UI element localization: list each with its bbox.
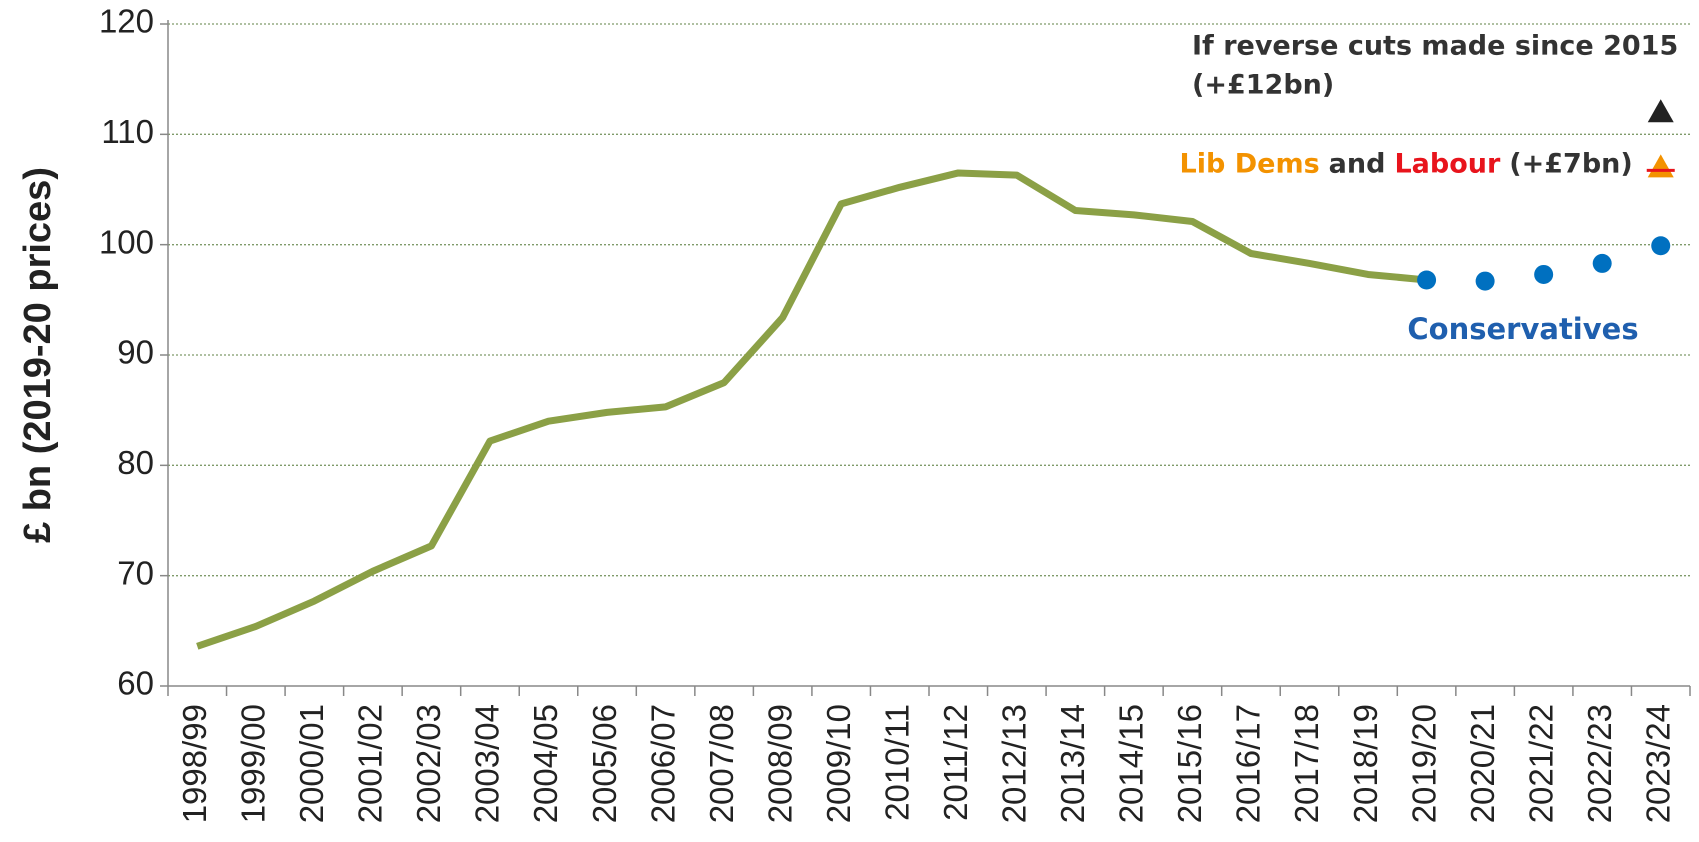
y-tick-label: 120 [99, 3, 154, 40]
y-tick-label: 100 [99, 223, 154, 260]
y-axis-label: £ bn (2019-20 prices) [17, 167, 59, 543]
x-tick-label: 2003/04 [469, 704, 506, 823]
x-tick-label: 2010/11 [878, 704, 915, 821]
y-tick-label: 80 [117, 444, 154, 481]
data-line [196, 169, 1427, 650]
x-tick-label: 2007/08 [703, 704, 740, 823]
x-tick-label: 2002/03 [410, 704, 447, 823]
y-tick-label: 70 [117, 554, 154, 591]
x-tick-label: 2016/17 [1230, 704, 1267, 823]
data-point [1647, 154, 1674, 178]
annotation: Lib Dems and Labour (+£7bn) [1180, 148, 1633, 179]
x-tick-label: 2000/01 [293, 704, 330, 823]
x-tick-label: 2019/20 [1405, 704, 1442, 823]
x-tick-label: 1999/00 [235, 704, 272, 823]
annotation-part: (+£7bn) [1509, 148, 1632, 179]
x-tick-label: 2022/23 [1581, 704, 1618, 823]
data-point [1475, 271, 1495, 291]
x-tick-label: 1998/99 [176, 704, 213, 823]
x-tick-label: 2011/12 [937, 704, 974, 821]
x-tick-label: 2020/21 [1464, 704, 1501, 823]
x-tick-label: 2005/06 [586, 704, 623, 823]
data-point [1534, 264, 1554, 284]
annotation: (+£12bn) [1192, 70, 1334, 101]
data-point [1417, 270, 1437, 290]
x-tick-label: 2021/22 [1522, 704, 1559, 823]
x-tick-label: 2009/10 [820, 704, 857, 823]
y-tick-label: 110 [101, 113, 154, 150]
annotation: If reverse cuts made since 2015 [1192, 31, 1678, 62]
x-tick-label: 2006/07 [644, 704, 681, 823]
x-tick-label: 2015/16 [1171, 704, 1208, 823]
data-point [1647, 99, 1674, 123]
annotation-part: Lib Dems [1180, 148, 1320, 179]
y-tick-label: 90 [117, 334, 154, 371]
x-tick-label: 2023/24 [1639, 704, 1676, 823]
x-tick-label: 2018/19 [1347, 704, 1384, 823]
data-point [1592, 253, 1612, 273]
x-tick-label: 2013/14 [1054, 704, 1091, 823]
series-label: Conservatives [1407, 312, 1638, 346]
x-tick-label: 2008/09 [761, 704, 798, 823]
annotation-part: and [1329, 148, 1386, 179]
x-tick-label: 2012/13 [996, 704, 1033, 823]
annotation-part: Labour [1394, 148, 1501, 179]
y-tick-label: 60 [117, 665, 154, 702]
x-tick-label: 2001/02 [352, 704, 389, 823]
data-point [1651, 236, 1671, 256]
x-tick-label: 2004/05 [527, 704, 564, 823]
x-tick-label: 2017/18 [1288, 704, 1325, 823]
x-tick-label: 2014/15 [1113, 704, 1150, 823]
